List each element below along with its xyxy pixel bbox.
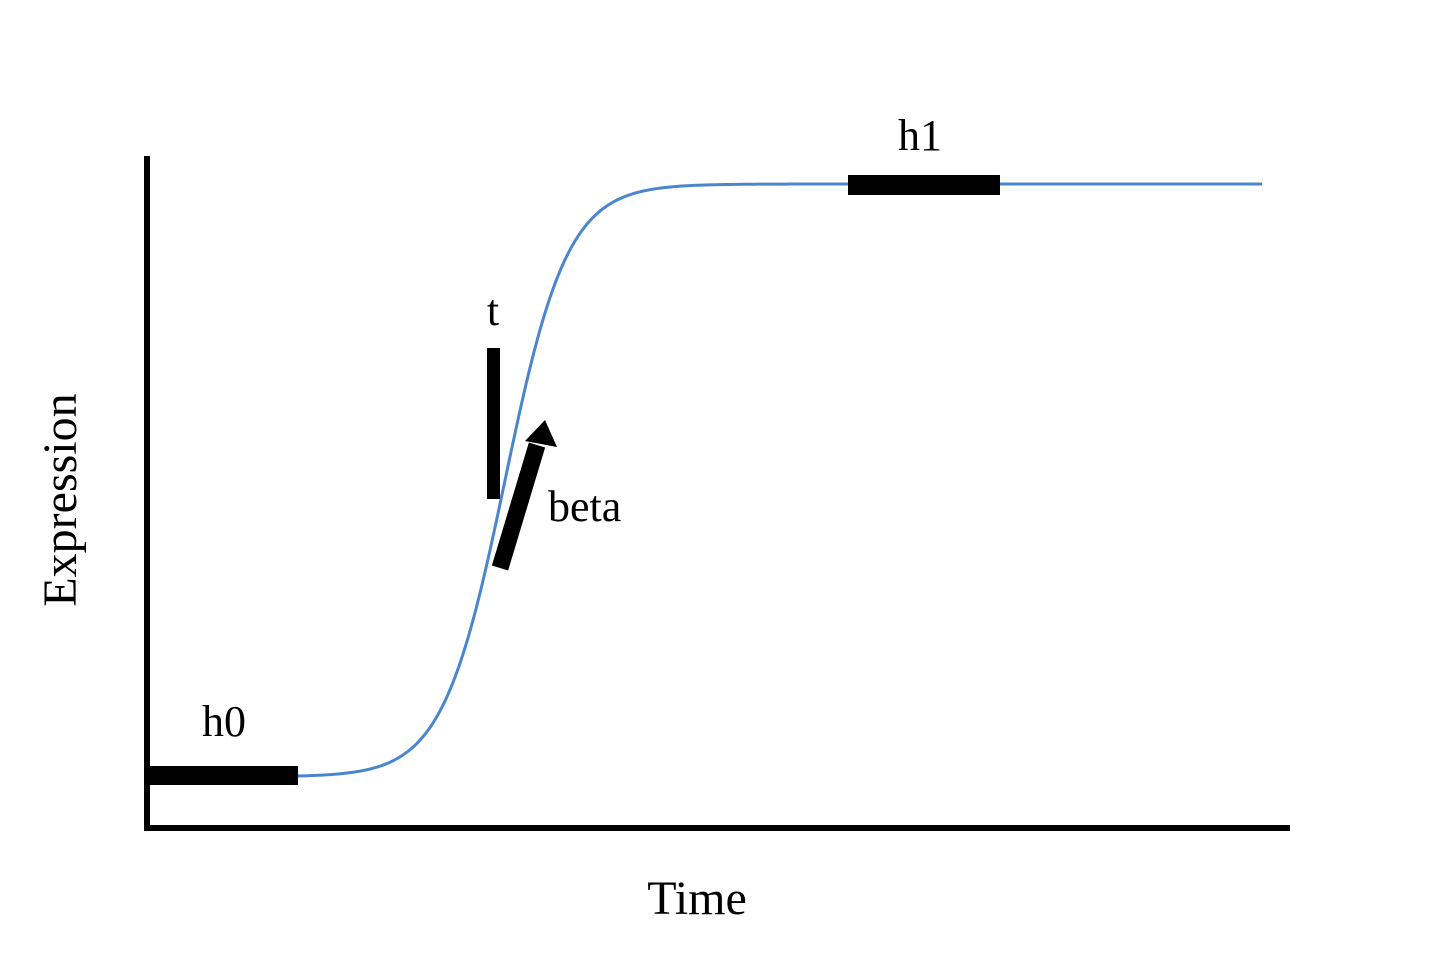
beta-arrow <box>491 420 557 571</box>
h1-marker <box>848 175 1000 195</box>
beta-label: beta <box>548 482 621 531</box>
x-axis-title: Time <box>647 872 747 925</box>
t-label: t <box>487 286 499 335</box>
sigmoid-curve <box>297 182 1262 778</box>
h0-marker <box>148 766 298 785</box>
h1-label: h1 <box>898 111 942 160</box>
t-marker <box>487 348 500 499</box>
h0-label: h0 <box>202 697 246 746</box>
y-axis-title: Expression <box>34 393 87 606</box>
